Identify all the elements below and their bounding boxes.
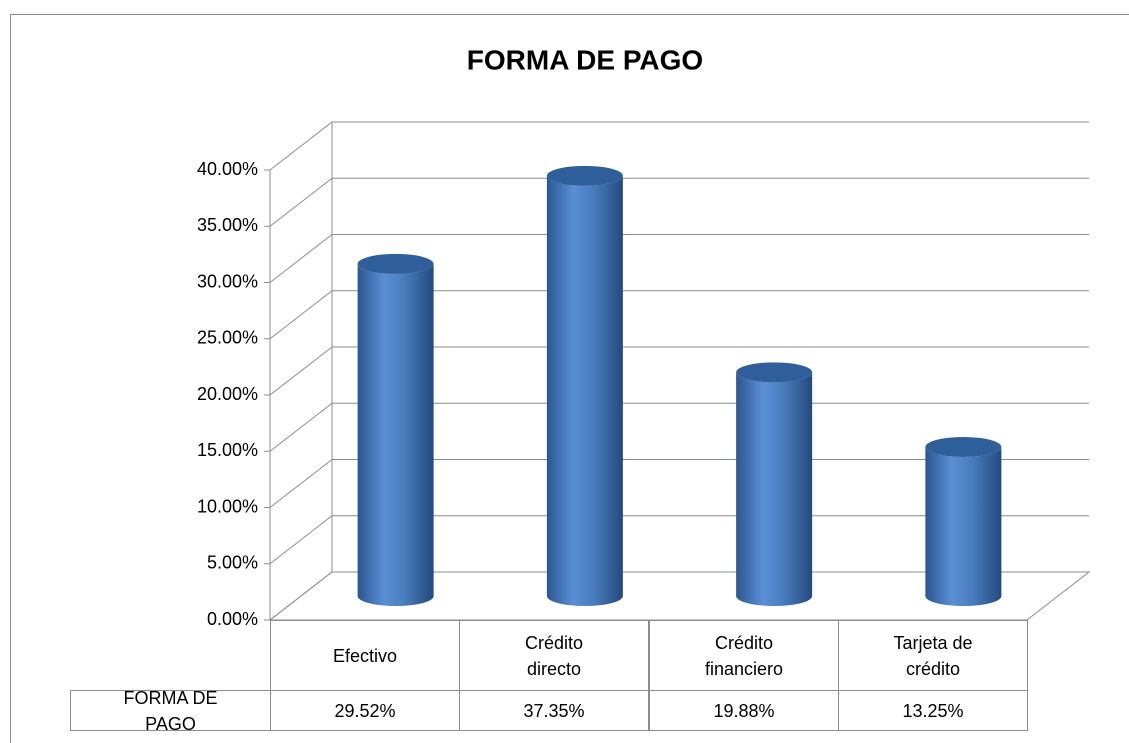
y-tick-label: 10.00% bbox=[197, 496, 258, 516]
category-cell-text: Tarjeta de crédito bbox=[893, 632, 973, 679]
y-tick-label: 30.00% bbox=[197, 271, 258, 291]
category-cell: Efectivo bbox=[270, 620, 460, 691]
value-cell-text: 29.52% bbox=[334, 700, 396, 721]
grid-line-side bbox=[269, 290, 333, 340]
value-cell-text: 37.35% bbox=[523, 700, 585, 721]
bar-top bbox=[736, 362, 813, 383]
y-tick-label: 35.00% bbox=[197, 215, 258, 235]
y-tick-label: 0.00% bbox=[207, 609, 258, 629]
category-cell: Crédito financiero bbox=[649, 620, 839, 691]
grid-line-side bbox=[269, 515, 333, 565]
y-tick-label: 40.00% bbox=[197, 159, 258, 179]
chart-border bbox=[10, 14, 1129, 743]
bar bbox=[546, 175, 623, 606]
y-tick-label: 25.00% bbox=[197, 328, 258, 348]
value-cell: 19.88% bbox=[649, 690, 839, 731]
grid-line-side bbox=[269, 571, 333, 621]
series-header-cell-text: FORMA DE PAGO bbox=[123, 687, 218, 734]
value-cell-text: 19.88% bbox=[713, 700, 775, 721]
value-cell: 37.35% bbox=[459, 690, 649, 731]
grid-line-side bbox=[269, 346, 333, 396]
series-header-cell: FORMA DE PAGO bbox=[70, 688, 271, 734]
grid-line-side bbox=[269, 234, 333, 283]
grid-line-side bbox=[269, 459, 333, 508]
grid-line-side bbox=[269, 177, 333, 227]
bar-top bbox=[546, 165, 623, 186]
grid-line-side bbox=[269, 121, 333, 171]
value-cell: 29.52% bbox=[270, 690, 460, 731]
bar-top bbox=[925, 436, 1002, 457]
category-cell-text: Crédito directo bbox=[524, 632, 584, 679]
value-cell: 13.25% bbox=[838, 690, 1028, 731]
chart-title: FORMA DE PAGO bbox=[467, 44, 703, 75]
y-tick-label: 20.00% bbox=[197, 384, 258, 404]
category-cell: Tarjeta de crédito bbox=[838, 620, 1028, 691]
y-tick-label: 5.00% bbox=[207, 553, 258, 573]
value-cell-text: 13.25% bbox=[902, 700, 964, 721]
bar bbox=[357, 263, 434, 606]
category-cell-text: Crédito financiero bbox=[704, 632, 784, 679]
grid-line-side bbox=[269, 402, 333, 452]
category-cell: Crédito directo bbox=[459, 620, 649, 691]
y-tick-label: 15.00% bbox=[197, 440, 258, 460]
bar-top bbox=[357, 253, 434, 274]
category-cell-text: Efectivo bbox=[332, 645, 398, 666]
bar bbox=[736, 372, 813, 606]
bar bbox=[925, 446, 1002, 606]
